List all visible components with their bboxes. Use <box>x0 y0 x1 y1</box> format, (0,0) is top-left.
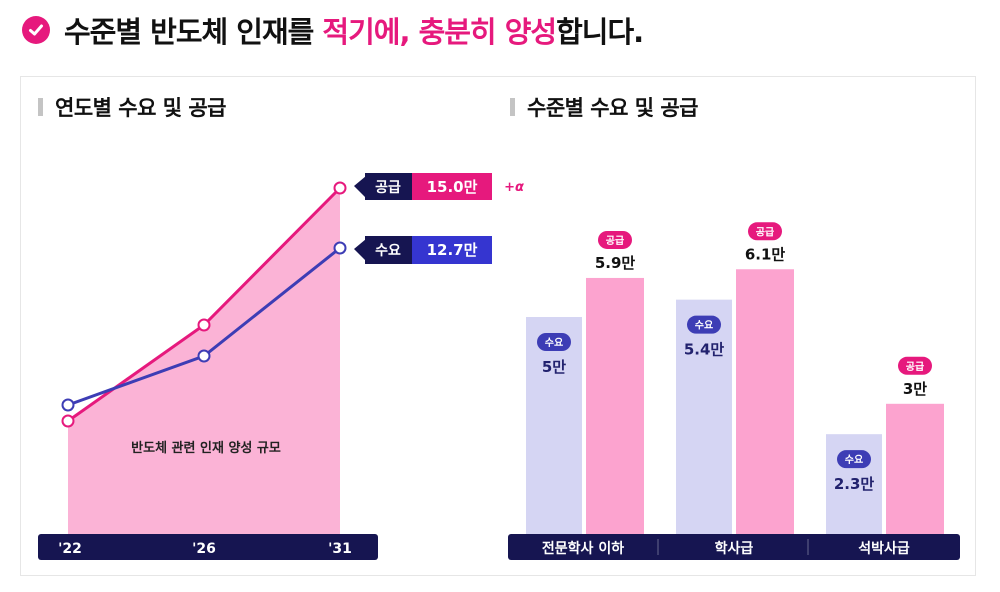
supply-point <box>197 318 211 332</box>
demand-pill-label: 수요 <box>545 337 563 349</box>
demand-pill <box>837 450 871 469</box>
supply-tag-extra: +α <box>504 180 524 195</box>
demand-tag-value: 12.7만 <box>427 241 478 259</box>
supply-tag-label: 공급 <box>375 180 401 196</box>
headline: 수준별 반도체 인재를 적기에, 충분히 양성합니다. <box>22 9 644 51</box>
title-marker <box>510 98 515 116</box>
headline-highlight: 적기에, 충분히 양성 <box>322 15 557 49</box>
demand-value-label: 5.4만 <box>684 341 725 359</box>
category-label: 전문학사 이하 <box>542 540 624 557</box>
demand-bar <box>676 299 732 534</box>
demand-point <box>333 241 347 255</box>
supply-point <box>61 414 75 428</box>
left-chart-title: 연도별 수요 및 공급 <box>38 92 227 122</box>
right-chart-title: 수준별 수요 및 공급 <box>510 92 699 122</box>
left-chart-title-text: 연도별 수요 및 공급 <box>55 96 227 120</box>
area-label: 반도체 관련 인재 양성 규모 <box>131 440 281 456</box>
demand-pill <box>687 315 721 334</box>
supply-bar <box>736 269 794 534</box>
supply-pill <box>598 230 632 249</box>
supply-bar <box>886 403 944 534</box>
supply-bar <box>586 277 644 534</box>
x-tick-label: '26 <box>192 541 216 557</box>
supply-pill-label: 공급 <box>756 226 774 238</box>
supply-value-label: 6.1만 <box>745 245 786 263</box>
demand-pill-label: 수요 <box>695 320 713 332</box>
demand-pill <box>537 333 571 351</box>
demand-value-tag: 수요 12.7만 <box>354 236 492 264</box>
supply-pill <box>748 222 782 241</box>
category-label: 석박사급 <box>858 540 910 557</box>
supply-pill-label: 공급 <box>906 361 924 373</box>
title-marker <box>38 98 43 116</box>
left-x-axis-bar <box>38 534 378 560</box>
supply-value-tag: 공급 15.0만 +α <box>354 173 524 200</box>
demand-tag-label: 수요 <box>375 243 401 259</box>
right-chart-title-text: 수준별 수요 및 공급 <box>527 96 699 120</box>
category-label: 학사급 <box>715 541 754 557</box>
demand-point <box>197 349 211 363</box>
headline-part3: 합니다. <box>556 15 644 49</box>
x-tick-label: '31 <box>328 541 352 557</box>
x-tick-label: '22 <box>58 541 82 557</box>
left-line-chart: 반도체 관련 인재 양성 규모 공급 15.0만 +α 수요 12.7만 '22… <box>38 173 524 560</box>
right-x-axis-bar <box>508 534 960 560</box>
demand-bar <box>526 317 582 534</box>
supply-tag-value: 15.0만 <box>427 178 478 196</box>
demand-pill-label: 수요 <box>845 454 863 466</box>
supply-point <box>333 181 347 195</box>
headline-text: 수준별 반도체 인재를 적기에, 충분히 양성합니다. <box>64 9 644 51</box>
headline-part1: 수준별 반도체 인재를 <box>64 15 323 49</box>
demand-point <box>61 398 75 412</box>
check-circle-icon <box>22 16 50 44</box>
supply-pill <box>898 356 932 375</box>
supply-pill-label: 공급 <box>606 235 624 247</box>
supply-value-label: 5.9만 <box>595 254 636 272</box>
demand-value-label: 5만 <box>542 358 566 376</box>
demand-value-label: 2.3만 <box>834 475 875 493</box>
supply-value-label: 3만 <box>903 380 927 398</box>
